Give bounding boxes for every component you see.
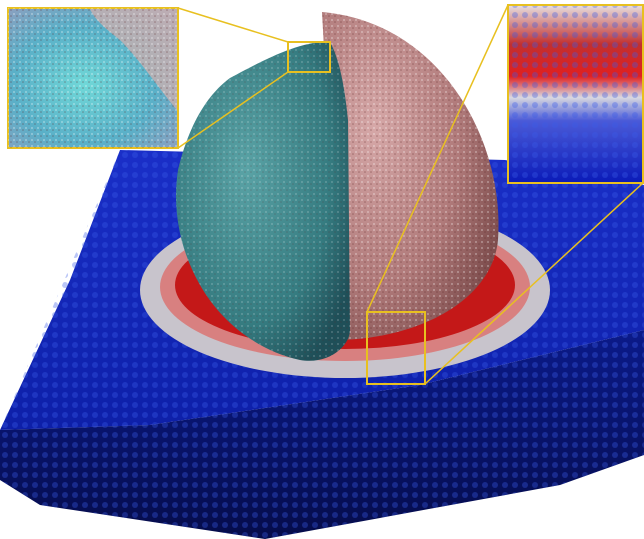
page: {} <box>0 0 644 539</box>
inset-left-texture <box>8 8 178 148</box>
connector <box>178 8 288 42</box>
inset-right-texture <box>509 6 642 182</box>
molecular-render <box>0 0 644 539</box>
